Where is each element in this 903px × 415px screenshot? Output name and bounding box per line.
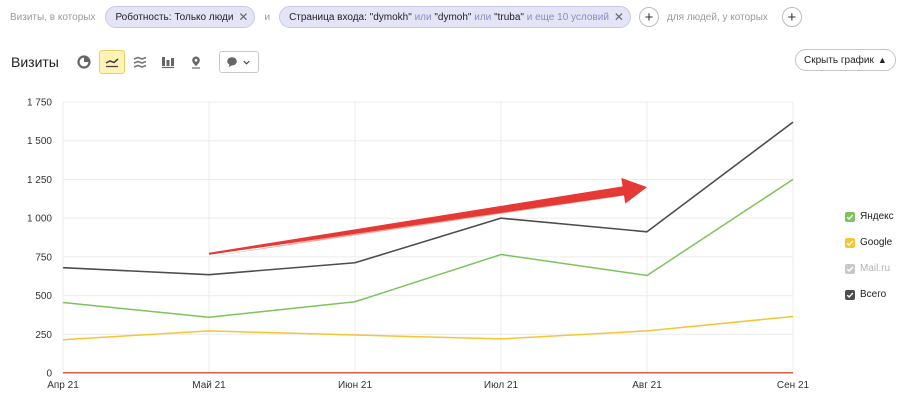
chart-legend: Яндекс Google Mail.ru Всего (845, 210, 894, 314)
filter-joiner: и (264, 11, 271, 23)
chevron-up-icon: ▲ (877, 55, 887, 65)
filter-chip-or: или (414, 11, 432, 23)
add-filter-button[interactable]: + (638, 7, 659, 27)
filter-chip-entry-page[interactable]: Страница входа: "dymokh" или "dymoh" или… (279, 6, 631, 28)
filter-chip-more[interactable]: и еще 10 условий (526, 11, 609, 23)
x-tick-label: Июн 21 (338, 380, 373, 391)
filter-bar: Визиты, в которых Роботность: Только люд… (0, 5, 802, 29)
y-tick-label: 0 (46, 369, 52, 380)
bar-chart-button[interactable] (155, 50, 181, 74)
y-tick-label: 250 (35, 330, 52, 341)
map-button[interactable] (183, 50, 209, 74)
x-tick-label: Сен 21 (777, 380, 810, 391)
legend-item[interactable]: Всего (845, 288, 894, 301)
y-tick-label: 1 250 (27, 175, 52, 186)
x-tick-label: Июл 21 (484, 380, 519, 391)
chart-toolbar: Визиты (0, 48, 259, 76)
plus-icon: + (787, 8, 797, 26)
x-tick-label: Авг 21 (632, 380, 662, 391)
series-line[interactable] (62, 178, 794, 319)
speech-bubble-icon (227, 57, 238, 67)
y-axis-ticks: 0 250 500 750 1 000 1 250 1 500 1 750 (27, 98, 52, 380)
filter-chip-robotness-label: Роботность: Только люди (115, 11, 234, 23)
line-chart-icon (105, 58, 119, 68)
x-tick-label: Май 21 (192, 380, 226, 391)
plus-icon: + (644, 8, 654, 26)
area-chart-icon (133, 56, 147, 68)
chart-annotation (208, 177, 647, 257)
trend-arrow (208, 177, 647, 255)
filter-chip-entry-last: "truba" (494, 11, 524, 23)
legend-label: Google (860, 237, 893, 248)
hide-chart-label: Скрыть график (804, 54, 874, 66)
series-line[interactable] (62, 315, 794, 341)
y-tick-label: 1 000 (27, 214, 52, 225)
close-icon[interactable]: ✕ (238, 10, 249, 24)
close-icon[interactable]: ✕ (613, 10, 624, 24)
checkbox-icon[interactable] (845, 237, 855, 248)
hide-chart-button[interactable]: Скрыть график ▲ (795, 49, 896, 71)
checkbox-icon[interactable] (845, 263, 855, 274)
bar-chart-icon (161, 57, 174, 69)
map-icon (191, 56, 200, 69)
chart-title: Визиты (11, 54, 59, 70)
area-chart-button[interactable] (127, 50, 153, 74)
annotation-dropdown[interactable] (218, 51, 259, 73)
checkbox-icon[interactable] (845, 211, 855, 222)
filter-prefix: Визиты, в которых (10, 11, 96, 23)
legend-label: Mail.ru (860, 263, 891, 274)
legend-label: Всего (860, 289, 887, 300)
x-axis-ticks: Апр 21 Май 21 Июн 21 Июл 21 Авг 21 Сен 21 (47, 380, 809, 391)
visits-line-chart: 0 250 500 750 1 000 1 250 1 500 1 750 Апр 21 Май… (27, 98, 810, 392)
chevron-down-icon (243, 60, 250, 65)
filter-chip-entry-mid: "dymoh" (434, 11, 472, 23)
y-tick-label: 1 500 (27, 136, 52, 147)
series-line[interactable] (62, 121, 794, 276)
checkbox-icon[interactable] (845, 289, 855, 300)
y-tick-label: 1 750 (27, 98, 52, 109)
y-tick-label: 750 (35, 252, 52, 263)
chart-series (62, 121, 794, 374)
filter-suffix: для людей, у которых (666, 11, 768, 23)
pie-chart-button[interactable] (71, 50, 97, 74)
filter-chip-entry-lead: Страница входа: "dymokh" (289, 11, 412, 23)
legend-item[interactable]: Google (845, 236, 894, 249)
y-tick-label: 500 (35, 291, 52, 302)
x-tick-label: Апр 21 (47, 380, 79, 391)
legend-item[interactable]: Яндекс (845, 210, 894, 223)
filter-chip-or: или (474, 11, 492, 23)
filter-chip-robotness[interactable]: Роботность: Только люди ✕ (105, 6, 256, 28)
legend-label: Яндекс (860, 211, 894, 222)
line-chart-button[interactable] (98, 50, 125, 74)
pie-chart-icon (77, 55, 91, 69)
add-segment-button[interactable]: + (781, 7, 802, 27)
legend-item[interactable]: Mail.ru (845, 262, 894, 275)
